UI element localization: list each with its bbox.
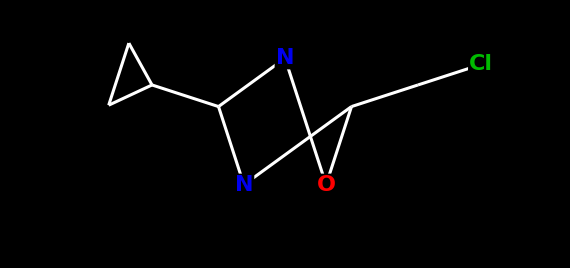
Text: N: N	[276, 48, 294, 68]
Text: N: N	[235, 175, 253, 195]
Text: Cl: Cl	[469, 54, 493, 75]
Text: O: O	[316, 175, 336, 195]
